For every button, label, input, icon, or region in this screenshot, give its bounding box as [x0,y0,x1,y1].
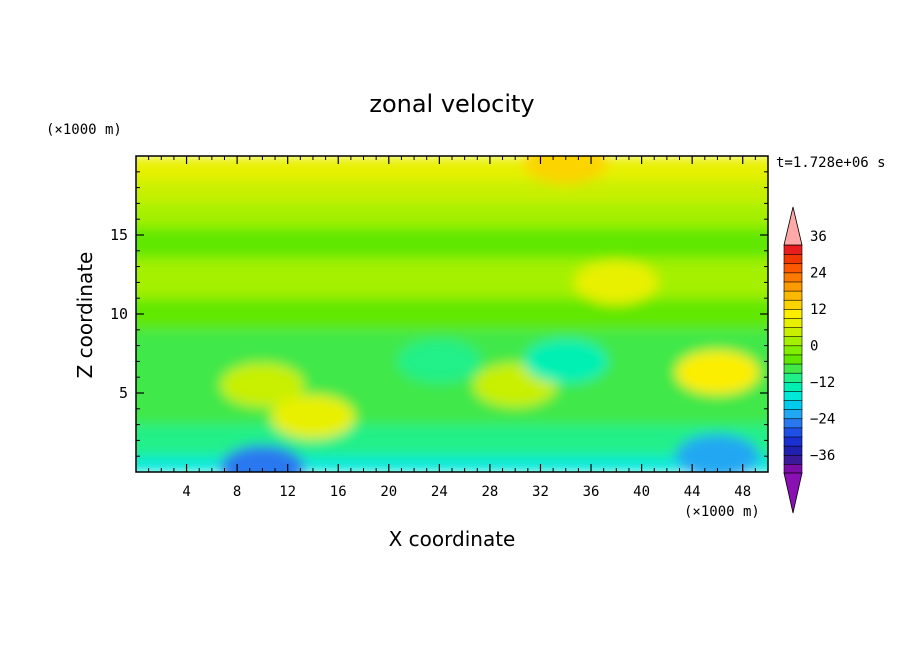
colorbar-segment [783,381,803,392]
field-feature [270,394,355,439]
velocity-field [136,156,768,472]
colorbar-segment [783,445,803,456]
x-tick-label: 28 [481,484,498,500]
field-feature [220,445,305,472]
colorbar-segment [783,436,803,447]
colorbar-tick-label: 36 [810,229,827,245]
y-unit-label: (×1000 m) [46,122,122,138]
time-label: t=1.728e+06 s [776,155,886,171]
x-unit-label: (×1000 m) [684,504,760,520]
field-feature [523,156,608,185]
x-tick-label: 44 [684,484,701,500]
colorbar-tick-label: 24 [810,265,827,281]
colorbar-segment [783,272,803,283]
y-tick-label: 10 [110,305,128,323]
colorbar-tick-label: 12 [810,302,827,318]
colorbar-segment [783,262,803,274]
field-feature [675,350,760,395]
x-tick-label: 24 [431,484,448,500]
field-smooth [136,156,768,472]
colorbar-tick-label: 0 [810,338,818,354]
colorbar-segment [783,363,803,374]
y-tick-label: 15 [110,226,128,244]
field-feature [523,339,608,384]
field-band [136,179,768,204]
y-axis-label: Z coordinate [73,252,97,379]
colorbar-segment [783,408,803,420]
x-tick-label: 48 [734,484,751,500]
field-band [136,203,768,228]
y-tick-label: 5 [119,384,128,402]
colorbar-tick-label: −24 [810,411,835,427]
colorbar-segment [783,299,803,310]
field-band [136,156,768,180]
x-tick-label: 36 [583,484,600,500]
colorbar-segment [783,345,803,356]
field-feature [675,434,760,472]
field-feature [220,363,305,408]
colorbar-segment [783,335,803,347]
colorbar-tick-label: −12 [810,375,835,391]
colorbar-tick-label: −36 [810,448,835,464]
colorbar-segment [783,417,803,429]
colorbar-segment [783,463,803,474]
colorbar-segment [783,354,803,365]
x-tick-label: 16 [330,484,347,500]
x-axis-label: X coordinate [389,527,516,551]
x-tick-label: 40 [633,484,650,500]
x-tick-label: 20 [380,484,397,500]
x-tick-label: 8 [233,484,241,500]
colorbar-over-arrow [783,206,803,246]
colorbar-segment [783,427,803,438]
field-feature [574,260,659,305]
chart-title: zonal velocity [369,90,534,118]
colorbar-segment [783,317,803,328]
x-tick-label: 4 [182,484,190,500]
colorbar-under-arrow [783,472,803,514]
colorbar-segment [783,390,803,401]
colorbar-segment [783,399,803,410]
colorbar-segment [783,253,803,265]
colorbar-segment [783,372,803,383]
x-tick-label: 32 [532,484,549,500]
field-band [136,298,768,330]
colorbar-segment [783,281,803,292]
x-tick-label: 12 [279,484,296,500]
colorbar-segment [783,290,803,301]
colorbar-segment [783,244,803,255]
field-band [136,227,768,259]
field-feature [397,339,482,384]
colorbar-segment [783,308,803,319]
field-band [136,258,768,299]
colorbar-segment [783,326,803,337]
colorbar-segment [783,454,803,465]
colorbar: 36 24 12 0 −12 −24 −36 [783,206,835,514]
